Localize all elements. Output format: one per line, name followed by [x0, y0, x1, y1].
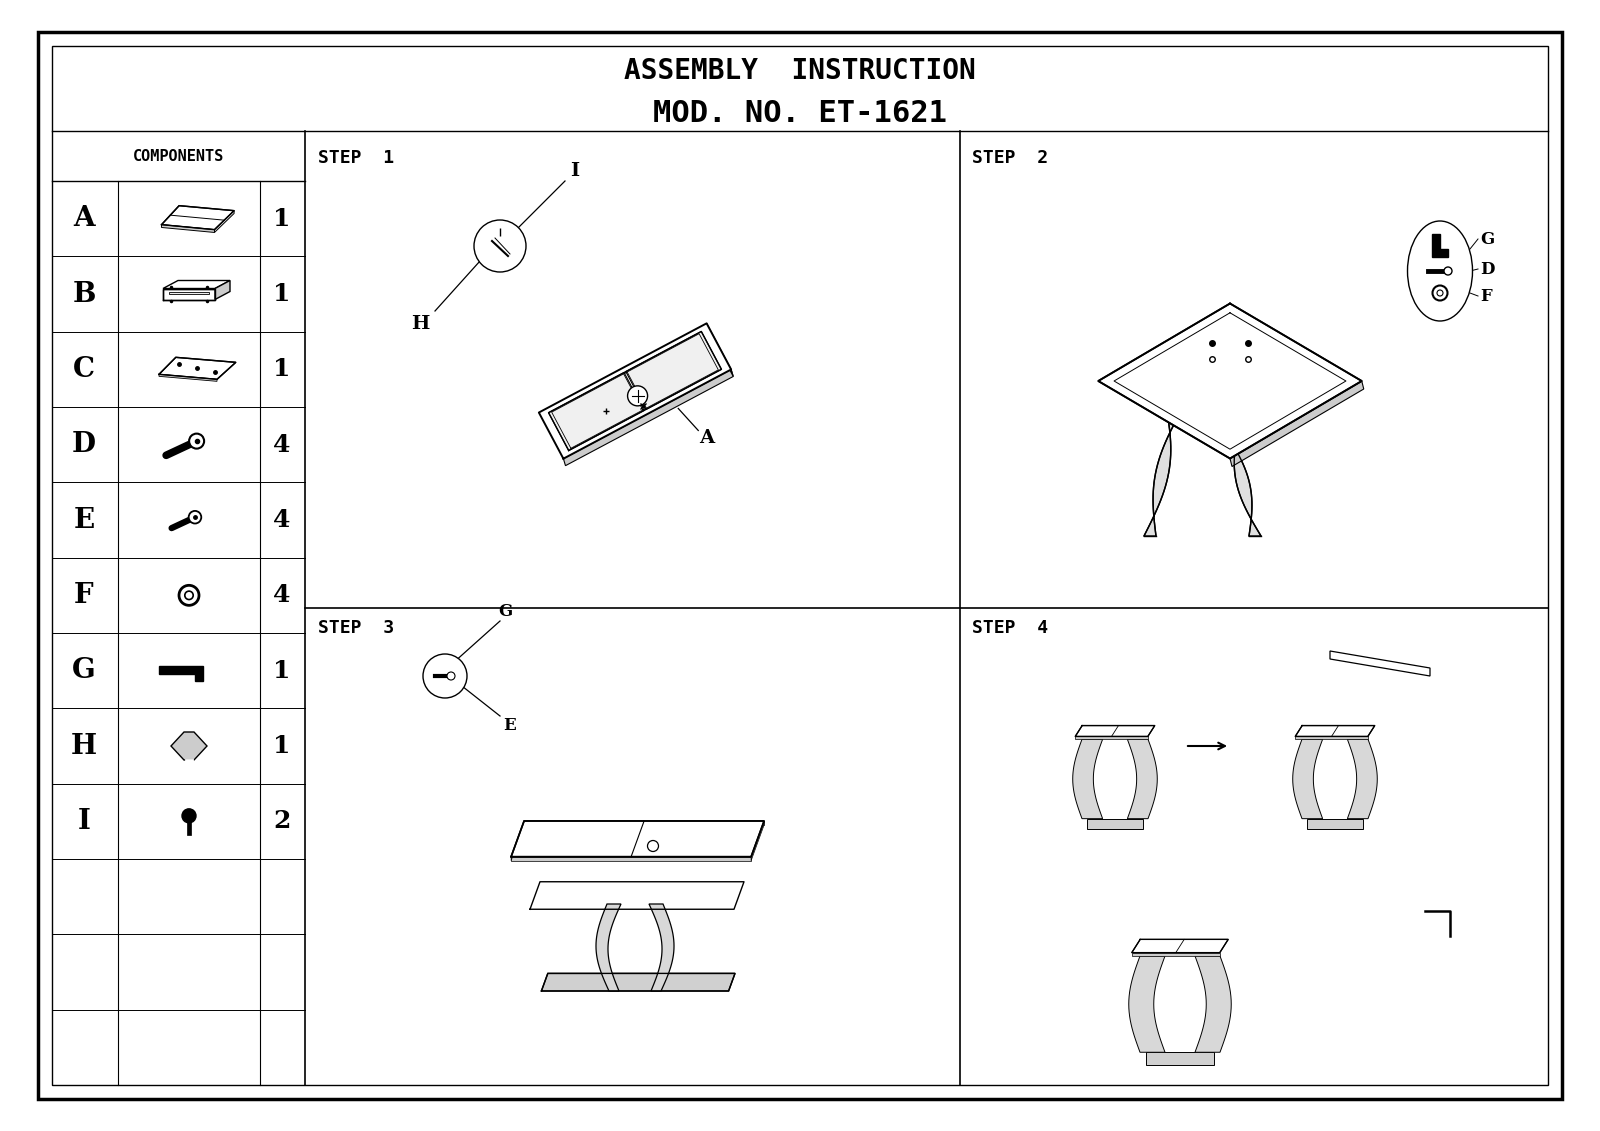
Text: 4: 4	[274, 433, 291, 457]
Polygon shape	[1072, 740, 1102, 819]
Circle shape	[182, 809, 195, 823]
Text: F: F	[74, 581, 94, 608]
Text: H: H	[411, 316, 429, 333]
Polygon shape	[1128, 956, 1165, 1052]
Circle shape	[179, 586, 198, 605]
Polygon shape	[171, 732, 206, 760]
Polygon shape	[1296, 726, 1374, 736]
Bar	[1086, 819, 1144, 829]
Text: 1: 1	[274, 734, 291, 758]
Text: MOD. NO. ET-1621: MOD. NO. ET-1621	[653, 98, 947, 128]
Text: 1: 1	[274, 282, 291, 307]
Polygon shape	[510, 821, 525, 861]
Polygon shape	[1075, 726, 1155, 736]
Polygon shape	[1075, 736, 1147, 740]
Text: A: A	[74, 205, 94, 232]
Ellipse shape	[1408, 221, 1472, 321]
Polygon shape	[1347, 740, 1378, 819]
Text: C: C	[74, 356, 94, 382]
Polygon shape	[1144, 406, 1184, 536]
Circle shape	[1437, 290, 1443, 296]
Circle shape	[186, 592, 194, 599]
Text: A: A	[699, 430, 714, 448]
Text: COMPONENTS: COMPONENTS	[133, 148, 224, 164]
Polygon shape	[163, 280, 230, 288]
Circle shape	[189, 511, 202, 524]
Polygon shape	[539, 323, 731, 459]
Circle shape	[189, 433, 205, 449]
Circle shape	[1443, 267, 1453, 275]
Text: H: H	[70, 733, 98, 760]
Polygon shape	[158, 666, 203, 681]
Circle shape	[627, 386, 648, 406]
Polygon shape	[1230, 381, 1363, 466]
Circle shape	[422, 654, 467, 698]
Polygon shape	[1293, 740, 1323, 819]
Text: STEP  3: STEP 3	[318, 619, 394, 637]
Bar	[1146, 1052, 1214, 1064]
Polygon shape	[1221, 426, 1261, 536]
Text: 2: 2	[274, 810, 291, 834]
Text: STEP  4: STEP 4	[973, 619, 1048, 637]
Polygon shape	[158, 374, 218, 381]
Text: E: E	[74, 507, 94, 534]
Text: D: D	[1480, 260, 1494, 277]
Polygon shape	[162, 206, 234, 230]
Text: 1: 1	[274, 207, 291, 231]
Text: F: F	[1480, 287, 1491, 304]
Polygon shape	[707, 323, 733, 377]
Text: B: B	[72, 280, 96, 308]
Polygon shape	[158, 357, 235, 379]
Polygon shape	[626, 331, 722, 409]
Bar	[1307, 819, 1363, 829]
Polygon shape	[214, 280, 230, 300]
Text: E: E	[504, 717, 517, 734]
Text: 1: 1	[274, 357, 291, 381]
Text: I: I	[77, 808, 91, 835]
Polygon shape	[595, 904, 621, 991]
Text: 4: 4	[274, 508, 291, 532]
Polygon shape	[1432, 234, 1448, 257]
Text: 4: 4	[274, 584, 291, 607]
Polygon shape	[1098, 303, 1362, 458]
Polygon shape	[510, 856, 750, 861]
Text: ASSEMBLY  INSTRUCTION: ASSEMBLY INSTRUCTION	[624, 57, 976, 85]
Bar	[187, 815, 192, 835]
Text: G: G	[498, 603, 512, 620]
Text: G: G	[72, 657, 96, 684]
Polygon shape	[1131, 952, 1219, 956]
Polygon shape	[1131, 940, 1229, 952]
Polygon shape	[170, 292, 210, 294]
Polygon shape	[162, 225, 214, 233]
Text: STEP  2: STEP 2	[973, 149, 1048, 167]
Text: I: I	[571, 162, 579, 180]
Polygon shape	[541, 974, 734, 991]
Polygon shape	[750, 821, 765, 861]
Circle shape	[446, 672, 454, 680]
Text: D: D	[72, 431, 96, 458]
Text: STEP  1: STEP 1	[318, 149, 394, 167]
Circle shape	[474, 221, 526, 271]
Polygon shape	[1330, 651, 1430, 676]
Polygon shape	[525, 821, 765, 824]
Text: G: G	[1480, 231, 1494, 248]
Polygon shape	[1128, 740, 1157, 819]
Polygon shape	[563, 370, 733, 466]
Polygon shape	[549, 372, 645, 450]
Circle shape	[1432, 285, 1448, 301]
Polygon shape	[1195, 956, 1232, 1052]
Polygon shape	[214, 210, 234, 233]
Polygon shape	[650, 904, 674, 991]
Polygon shape	[510, 821, 765, 856]
Polygon shape	[1296, 736, 1368, 740]
Polygon shape	[163, 288, 214, 300]
Text: 1: 1	[274, 658, 291, 683]
